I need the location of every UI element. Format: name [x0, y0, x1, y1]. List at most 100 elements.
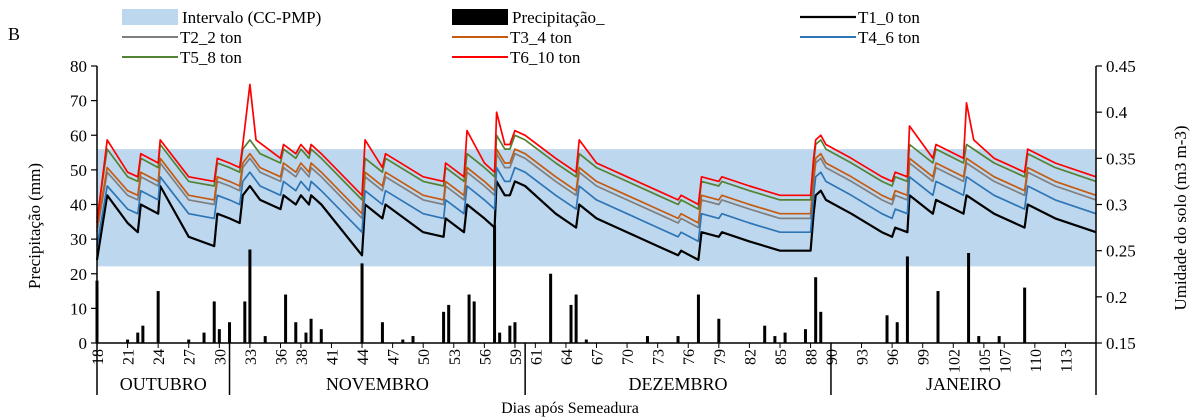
y-tick-label-left: 60	[70, 126, 87, 145]
rain-bar	[126, 339, 130, 343]
legend-swatch-rain	[452, 9, 508, 25]
x-tick-label: 79	[712, 349, 729, 365]
x-tick-label: 76	[681, 349, 698, 365]
y-tick-label-left: 20	[70, 265, 87, 284]
x-tick-label: 61	[528, 349, 545, 365]
rain-bar	[977, 336, 981, 343]
rain-bar	[905, 256, 909, 343]
rain-bar	[814, 277, 818, 343]
rain-bar	[885, 315, 889, 343]
y-tick-label-right: 0.2	[1106, 288, 1127, 307]
y-tick-label-left: 0	[79, 334, 88, 353]
rain-bar	[294, 322, 298, 343]
x-tick-label: 18	[90, 349, 107, 365]
rain-bar	[319, 329, 323, 343]
x-tick-label: 107	[997, 349, 1014, 373]
x-tick-label: 21	[121, 349, 138, 365]
y-tick-label-left: 80	[70, 57, 87, 76]
legend-label-band: Intervalo (CC-PMP)	[182, 8, 321, 27]
x-tick-label: 105	[977, 349, 994, 373]
y-tick-label-left: 70	[70, 92, 87, 111]
legend: Intervalo (CC-PMP) Precipitação_ T1_0 tonT…	[122, 8, 920, 67]
rain-bar	[773, 336, 777, 343]
y-tick-label-left: 10	[70, 299, 87, 318]
y-tick-label-right: 0.3	[1106, 196, 1127, 215]
x-tick-label: 30	[212, 349, 229, 365]
x-tick-label: 38	[294, 349, 311, 365]
x-tick-label: 41	[324, 349, 341, 365]
rain-bar	[803, 329, 807, 343]
rain-bar	[584, 339, 588, 343]
legend-label-series-1: T1_0 ton	[858, 8, 920, 27]
rain-bar	[447, 304, 451, 343]
rain-bar	[472, 301, 476, 343]
x-tick-label: 53	[447, 349, 464, 365]
y-axis-left-title: Precipitação (mm)	[25, 163, 44, 289]
rain-bar	[248, 249, 252, 343]
legend-label-series-3: T3_4 ton	[510, 28, 572, 47]
y-tick-label-left: 30	[70, 230, 87, 249]
rain-bar	[217, 329, 221, 343]
rain-bar	[569, 304, 573, 343]
axes-layer: 0 10 20 30 40 50 60 70 80 0.15 0.2 0.25 0.3 0.35 0.4 0.…	[70, 57, 1136, 395]
x-tick-label: 85	[773, 349, 790, 365]
x-tick-label: 59	[508, 349, 525, 365]
x-tick-label: 93	[855, 349, 872, 365]
y-tick-label-right: 0.4	[1106, 103, 1128, 122]
x-tick-label: 64	[559, 349, 576, 365]
legend-label-series-4: T4_6 ton	[858, 28, 920, 47]
rain-bar	[284, 294, 288, 343]
rain-bar	[895, 322, 899, 343]
rain-bar	[717, 318, 721, 343]
x-tick-label: 113	[1058, 349, 1075, 372]
rain-bar	[263, 336, 267, 343]
rain-bar	[228, 322, 232, 343]
rain-bar	[304, 332, 308, 343]
rain-bar	[508, 325, 512, 343]
rain-bar	[136, 332, 140, 343]
rain-bar	[936, 291, 940, 343]
rain-bar	[202, 332, 206, 343]
series-line-6	[96, 83, 1097, 224]
rain-bar	[141, 325, 145, 343]
rain-bar	[401, 339, 405, 343]
x-tick-label: 90	[824, 349, 841, 365]
rain-bar	[763, 325, 767, 343]
series-line-4	[96, 166, 1097, 247]
month-label: NOVEMBRO	[326, 374, 429, 394]
x-tick-label: 88	[804, 349, 821, 365]
rain-bar	[783, 332, 787, 343]
legend-swatch-band	[122, 9, 178, 25]
x-tick-label: 24	[151, 349, 168, 365]
rain-bar	[645, 336, 649, 343]
month-label: JANEIRO	[926, 374, 1001, 394]
rain-bar	[498, 332, 502, 343]
rain-bar	[243, 301, 247, 343]
rain-bar	[574, 294, 578, 343]
legend-label-rain: Precipitação_	[512, 8, 605, 27]
rain-bar	[493, 225, 497, 343]
x-tick-label: 33	[243, 349, 260, 365]
series-line-1	[95, 180, 1097, 261]
rain-bar	[696, 294, 700, 343]
legend-label-series-5: T5_8 ton	[180, 48, 242, 67]
y-axis-right-title: Umidade do solo (m3 m-3)	[1171, 125, 1190, 310]
rain-bar	[967, 252, 971, 343]
rain-bar	[156, 291, 160, 343]
x-tick-label: 27	[182, 349, 199, 365]
legend-label-series-2: T2_2 ton	[180, 28, 242, 47]
x-tick-label: 73	[651, 349, 668, 365]
rain-bar	[513, 322, 517, 343]
y-tick-label-right: 0.15	[1106, 334, 1136, 353]
x-tick-label: 44	[355, 349, 372, 365]
rain-bar	[467, 294, 471, 343]
series-line-3	[96, 148, 1097, 228]
y-tick-label-right: 0.35	[1106, 149, 1136, 168]
x-tick-label: 67	[590, 349, 607, 365]
x-tick-label: 99	[916, 349, 933, 365]
panel-label: B	[8, 24, 20, 44]
rain-bar	[442, 311, 446, 343]
rain-bar	[819, 311, 823, 343]
rain-bar	[997, 336, 1001, 343]
